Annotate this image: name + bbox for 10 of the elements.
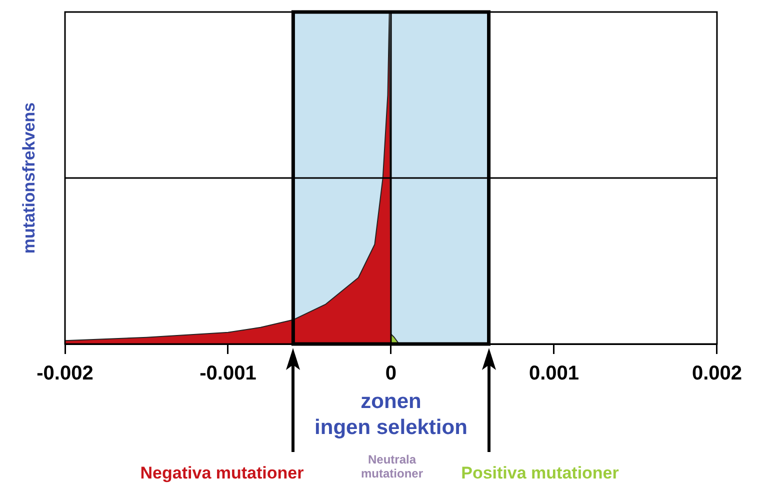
- x-tick-label: -0.002: [36, 362, 94, 385]
- band-label: zonen ingen selektion: [314, 390, 468, 439]
- x-tick-label: 0.002: [692, 362, 742, 385]
- text: Neutrala mutationer: [360, 452, 424, 480]
- x-tick-label: 0: [385, 362, 397, 385]
- text: Negativa mutationer: [140, 464, 304, 483]
- x-tick-label: 0.001: [528, 362, 580, 385]
- text: Positiva mutationer: [461, 464, 620, 483]
- x-tick-label: -0.001: [200, 362, 256, 385]
- y-axis-title: mutationsfrekvens: [20, 102, 39, 254]
